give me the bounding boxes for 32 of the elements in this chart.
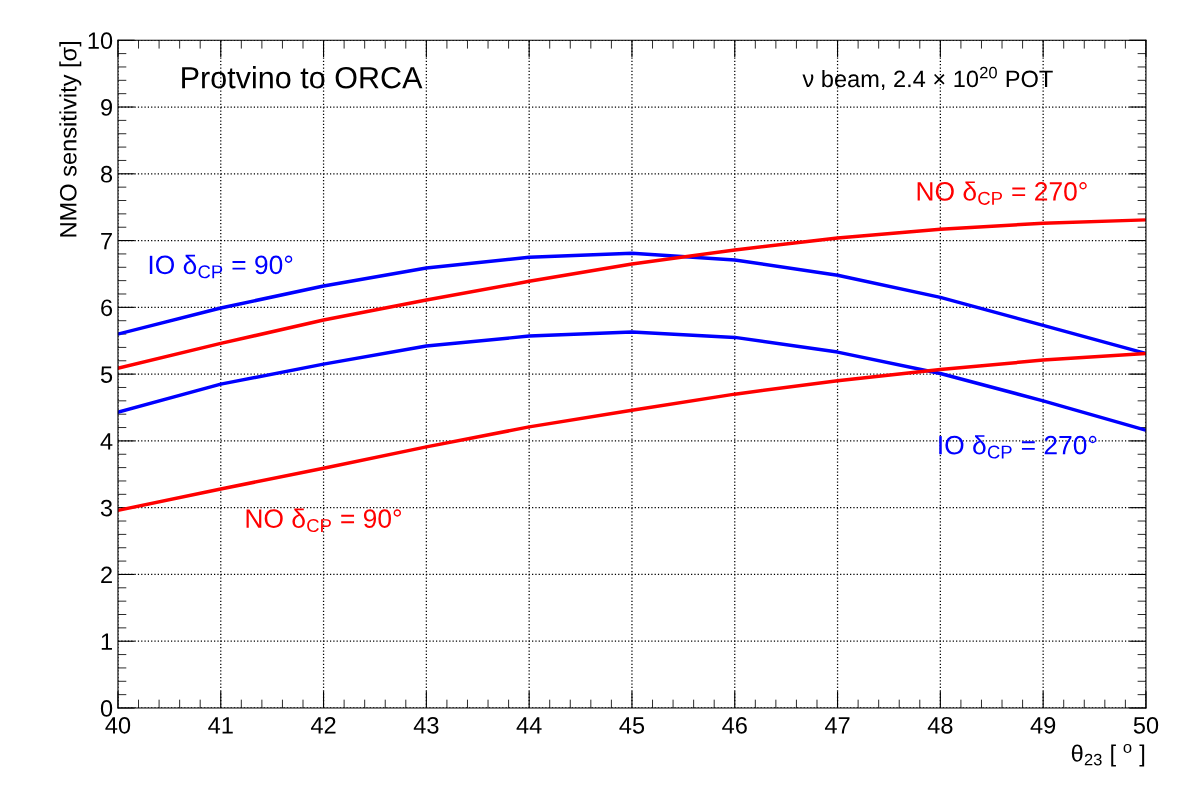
text: Protvino to ORCA [182, 66, 423, 89]
y-tick-label: 6 [101, 299, 113, 317]
y-tick-label: 8 [101, 165, 113, 183]
x-tick-label: 43 [413, 716, 439, 734]
x-tick-label: 50 [1133, 716, 1159, 734]
y-tick-label: 0 [100, 700, 113, 717]
x-axis-title: θ$_{23}$ [ $^{o}$ ] [1071, 743, 1145, 767]
x-tick-label: 48 [927, 716, 953, 734]
x-tick-label: 44 [516, 717, 542, 734]
annotation: IO δ$_{CP}$ = 90° [149, 254, 293, 279]
annotation: NO δ$_{CP}$ = 90° [246, 508, 401, 533]
y-tick-label: 10 [88, 32, 113, 50]
y-axis-title: NMO sensitivity [σ] [59, 41, 82, 237]
x-tick-label: 45 [619, 717, 645, 734]
annotation: NO δ$_{CP}$ = 270° [917, 181, 1087, 205]
x-tick-label: 47 [824, 717, 850, 734]
text: ν beam, 2.4 × 10$^{20}$ POT [802, 66, 1053, 91]
x-tick-label: 46 [722, 716, 747, 734]
x-tick-label: 40 [105, 716, 131, 734]
y-tick-label: 9 [101, 99, 112, 116]
y-tick-label: 7 [101, 232, 112, 250]
annotation: IO δ$_{CP}$ = 270° [939, 435, 1097, 459]
y-tick-label: 2 [101, 566, 112, 583]
x-tick-label: 49 [1030, 716, 1056, 734]
line-series [117, 330, 1146, 432]
x-tick-label: 41 [208, 717, 233, 734]
y-tick-label: 3 [100, 499, 113, 517]
line-series [117, 218, 1146, 370]
y-tick-label: 5 [100, 366, 113, 383]
y-tick-label: 4 [100, 433, 113, 450]
y-tick-label: 1 [101, 633, 112, 650]
x-tick-label: 42 [310, 716, 336, 734]
